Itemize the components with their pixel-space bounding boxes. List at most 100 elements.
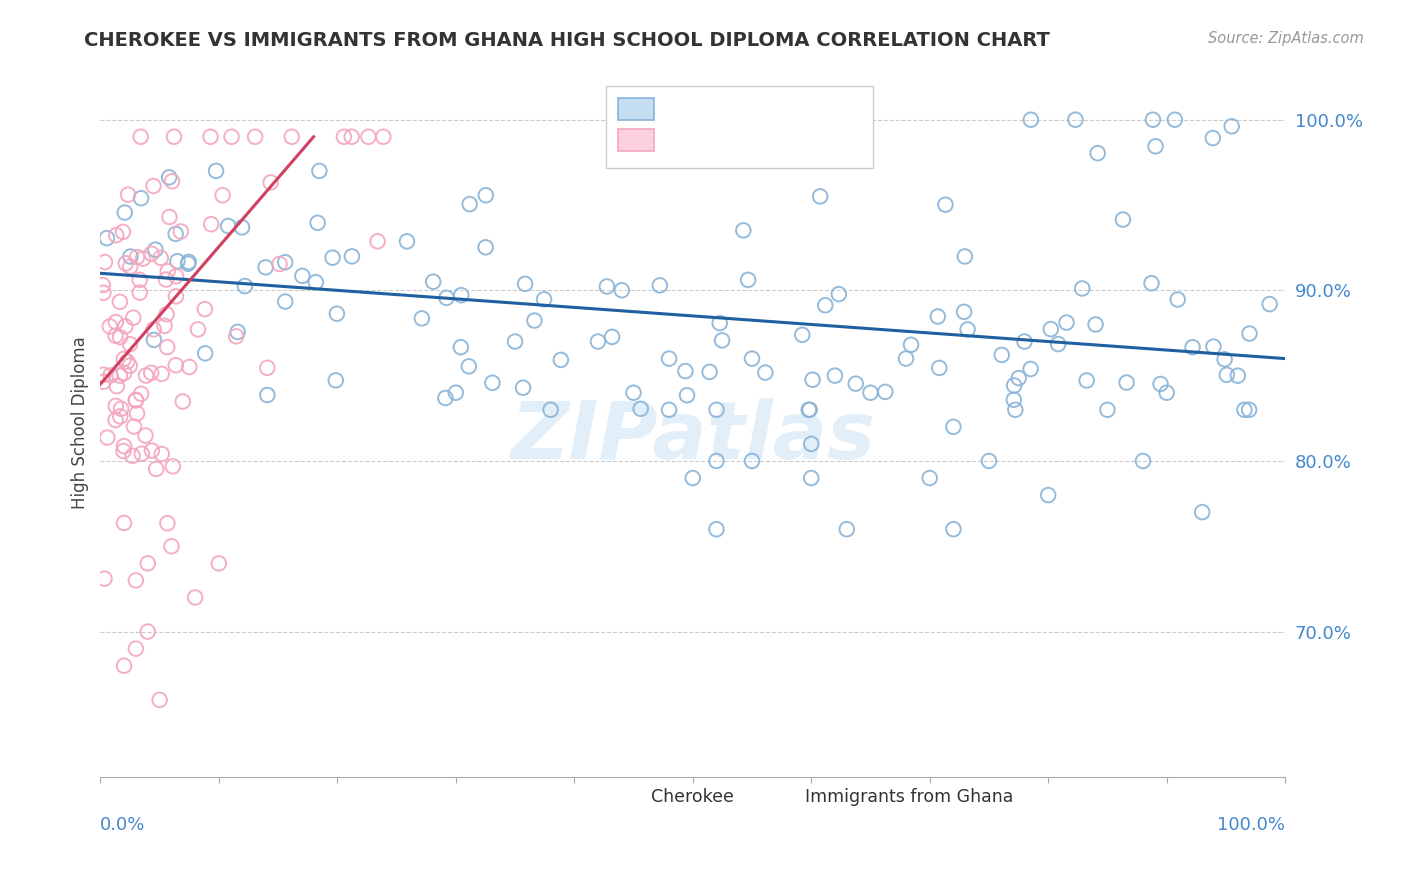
Point <box>741 454 763 468</box>
Point <box>120 260 142 274</box>
Point <box>128 273 150 287</box>
Point <box>658 351 681 366</box>
Point <box>156 516 179 531</box>
FancyBboxPatch shape <box>606 87 873 168</box>
Point <box>1202 131 1225 145</box>
Point <box>217 219 239 233</box>
Point <box>135 368 157 383</box>
Point <box>596 279 619 293</box>
Text: N =: N = <box>776 99 817 118</box>
Point <box>1112 212 1135 227</box>
Point <box>269 257 291 271</box>
Point <box>711 334 734 348</box>
Point <box>105 379 128 393</box>
Point <box>1213 352 1236 367</box>
Point <box>108 368 131 383</box>
Point <box>550 352 572 367</box>
Point <box>141 443 163 458</box>
Point <box>120 337 142 351</box>
Point <box>112 439 135 453</box>
Point <box>1039 322 1062 336</box>
Point <box>737 273 759 287</box>
Point <box>1084 318 1107 332</box>
Point <box>927 310 949 324</box>
Point <box>676 388 699 402</box>
Point <box>118 359 141 373</box>
Point <box>93 375 115 389</box>
Point <box>800 437 823 451</box>
Point <box>136 557 159 571</box>
Point <box>367 235 389 249</box>
Point <box>274 294 297 309</box>
Point <box>117 187 139 202</box>
Point <box>512 381 534 395</box>
Point <box>699 365 721 379</box>
Point <box>122 419 145 434</box>
Point <box>1140 277 1163 291</box>
Point <box>129 191 152 205</box>
Point <box>326 307 349 321</box>
Text: ZIPatlas: ZIPatlas <box>510 398 876 475</box>
Point <box>165 227 187 241</box>
Point <box>141 366 163 380</box>
Point <box>1019 362 1042 376</box>
Point <box>824 368 846 383</box>
Point <box>305 275 328 289</box>
Point <box>1097 402 1119 417</box>
Point <box>1142 112 1164 127</box>
Point <box>259 176 281 190</box>
Point <box>828 287 851 301</box>
Point <box>1087 146 1109 161</box>
Point <box>1002 378 1025 392</box>
Point <box>225 329 247 343</box>
Text: 100.0%: 100.0% <box>1218 815 1285 833</box>
Point <box>157 170 180 185</box>
Point <box>706 522 728 536</box>
Point <box>155 272 177 286</box>
Point <box>741 351 763 366</box>
Point <box>754 366 776 380</box>
Point <box>792 327 814 342</box>
Point <box>187 322 209 336</box>
Point <box>150 447 173 461</box>
Point <box>457 359 479 374</box>
Point <box>96 431 118 445</box>
Point <box>194 302 217 317</box>
Point <box>586 334 609 349</box>
Point <box>115 354 138 368</box>
Point <box>709 316 731 330</box>
Point <box>125 574 148 588</box>
Point <box>200 129 222 144</box>
Point <box>132 252 155 266</box>
Point <box>540 402 562 417</box>
Text: R =: R = <box>664 99 704 118</box>
Point <box>125 406 148 420</box>
Point <box>108 294 131 309</box>
Point <box>308 164 330 178</box>
Point <box>1258 297 1281 311</box>
Point <box>142 178 165 193</box>
Point <box>706 454 728 468</box>
Point <box>121 449 143 463</box>
Point <box>110 409 132 424</box>
Point <box>111 225 134 239</box>
Point <box>172 394 194 409</box>
Point <box>91 278 114 293</box>
Point <box>170 225 193 239</box>
Point <box>233 279 256 293</box>
Point <box>481 376 503 390</box>
Point <box>200 217 222 231</box>
Point <box>1144 139 1167 153</box>
Point <box>630 401 652 416</box>
Point <box>450 288 472 302</box>
Point <box>458 197 481 211</box>
Point <box>160 174 183 188</box>
Point <box>125 641 148 656</box>
Point <box>1181 340 1204 354</box>
Point <box>808 189 831 203</box>
Point <box>934 197 956 211</box>
Point <box>160 539 183 553</box>
Point <box>1191 505 1213 519</box>
Point <box>322 251 344 265</box>
Point <box>1071 281 1094 295</box>
